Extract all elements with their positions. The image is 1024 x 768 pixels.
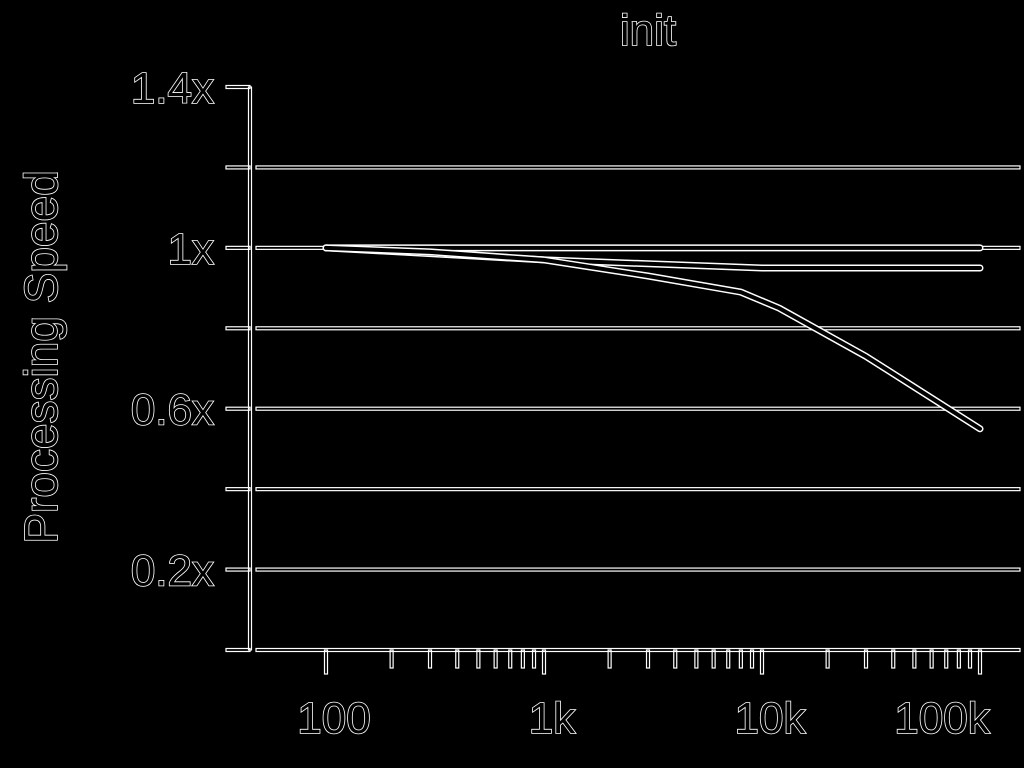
x-minor-tick [738, 649, 743, 669]
y-tick [225, 84, 251, 90]
x-minor-tick [726, 649, 731, 669]
gridline-1 [255, 487, 1021, 492]
y-axis-line [247, 86, 253, 651]
x-minor-tick [944, 649, 949, 669]
x-minor-tick [389, 649, 394, 669]
x-minor-tick [956, 649, 961, 669]
gridlines [255, 165, 1021, 572]
x-tick-label: 100 [297, 694, 370, 743]
x-minor-tick [891, 649, 896, 669]
gridline-3 [255, 326, 1021, 331]
x-major-tick [977, 649, 983, 675]
chart-title: init [620, 6, 676, 55]
y-tick [225, 647, 251, 653]
y-tick [225, 245, 251, 250]
axes [225, 84, 1021, 675]
gridline-2 [255, 406, 1021, 411]
x-minor-tick [531, 649, 537, 669]
y-tick-label: 1.4x [131, 64, 214, 113]
x-minor-tick [427, 649, 433, 669]
series-2-line [324, 245, 982, 431]
x-tick-label: 10k [735, 694, 807, 743]
y-tick-label: 0.6x [131, 386, 214, 435]
x-minor-tick [476, 649, 481, 669]
y-tick-label: 0.2x [131, 547, 214, 596]
x-minor-tick [508, 649, 513, 669]
x-major-tick [759, 649, 765, 675]
series [322, 244, 984, 433]
y-tick [225, 406, 251, 411]
x-minor-tick [929, 649, 934, 669]
x-minor-tick [711, 649, 716, 669]
tick-labels: 1.4x 1x 0.6x 0.2x 100 1k 10k 100k [130, 63, 991, 744]
x-minor-tick [694, 649, 699, 669]
x-tick-label: 1k [529, 694, 576, 743]
x-axis-line [255, 647, 1021, 653]
x-major-tick [323, 649, 329, 675]
y-tick [225, 487, 251, 492]
gridline-5 [255, 165, 1021, 170]
x-minor-tick [455, 649, 460, 669]
x-tick-label: 100k [894, 694, 990, 743]
y-tick [225, 165, 251, 170]
gridline-0 [255, 567, 1021, 572]
x-minor-tick [520, 649, 525, 669]
y-tick [225, 567, 251, 572]
x-minor-tick [967, 649, 973, 669]
y-tick-label: 1x [168, 225, 214, 274]
x-minor-tick [607, 649, 612, 669]
x-minor-tick [673, 649, 678, 669]
x-minor-tick [912, 649, 917, 669]
x-minor-tick [825, 649, 830, 669]
y-tick [225, 326, 251, 331]
x-minor-tick [493, 649, 498, 669]
x-major-tick [541, 649, 547, 675]
x-minor-tick [863, 649, 869, 669]
y-axis-label: Processing Speed [15, 170, 67, 543]
x-minor-tick [749, 649, 755, 669]
x-minor-tick [645, 649, 651, 669]
